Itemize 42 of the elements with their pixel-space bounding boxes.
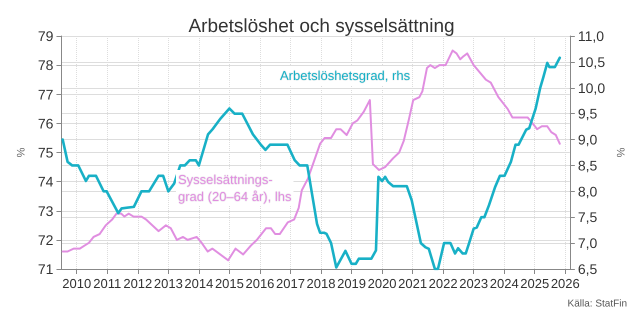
y2-tick-label: 10,0 bbox=[578, 80, 606, 96]
y-tick-label: 76 bbox=[38, 115, 54, 132]
x-tick-label: 2017 bbox=[276, 276, 305, 291]
y-axis-title: % bbox=[16, 147, 28, 158]
y2-tick-label: 6,5 bbox=[578, 261, 598, 277]
x-tick-label: 2016 bbox=[245, 276, 274, 291]
x-tick-label: 2024 bbox=[490, 276, 519, 291]
y-tick-label: 72 bbox=[38, 232, 54, 248]
y2-axis-title: % bbox=[616, 147, 628, 158]
x-tick-label: 2023 bbox=[459, 276, 488, 291]
x-tick-label: 2018 bbox=[306, 276, 336, 291]
x-tick-label: 2022 bbox=[428, 276, 458, 291]
y2-tick-label: 10,5 bbox=[578, 54, 606, 70]
y2-tick-label: 11,0 bbox=[578, 28, 604, 44]
chart-title: Arbetslöshet och sysselsättning bbox=[188, 16, 455, 37]
y2-tick-label: 8,5 bbox=[578, 157, 598, 174]
y2-tick-label: 7,5 bbox=[578, 209, 598, 226]
x-tick-label: 2026 bbox=[550, 276, 580, 291]
y-tick-label: 73 bbox=[38, 202, 54, 219]
y2-tick-label: 9,5 bbox=[578, 106, 598, 122]
y-tick-label: 79 bbox=[38, 28, 54, 44]
series-label: Sysselsättnings- grad (20–64 år), lhs bbox=[178, 172, 292, 204]
x-tick-label: 2021 bbox=[398, 276, 428, 291]
text: Källa: StatFin bbox=[568, 298, 628, 310]
y-tick-label: 78 bbox=[38, 57, 54, 74]
x-tick-label: 2020 bbox=[368, 276, 397, 291]
y-tick-label: 77 bbox=[38, 86, 54, 102]
y-tick-label: 75 bbox=[38, 144, 54, 160]
y2-tick-label: 9,0 bbox=[578, 132, 598, 148]
text: Arbetslöshetsgrad, rhs bbox=[280, 68, 411, 83]
x-tick-label: 2012 bbox=[123, 276, 152, 291]
x-tick-label: 2010 bbox=[62, 276, 92, 291]
x-tick-label: 2013 bbox=[154, 276, 183, 291]
y2-tick-label: 8,0 bbox=[578, 183, 598, 200]
y2-tick-label: 7,0 bbox=[578, 235, 598, 252]
x-tick-label: 2011 bbox=[93, 276, 122, 291]
y-tick-label: 74 bbox=[38, 174, 54, 190]
x-tick-label: 2015 bbox=[214, 276, 244, 291]
x-tick-label: 2019 bbox=[337, 276, 366, 291]
y-tick-label: 71 bbox=[38, 261, 54, 277]
x-tick-label: 2014 bbox=[184, 276, 214, 291]
x-tick-label: 2025 bbox=[520, 276, 550, 291]
